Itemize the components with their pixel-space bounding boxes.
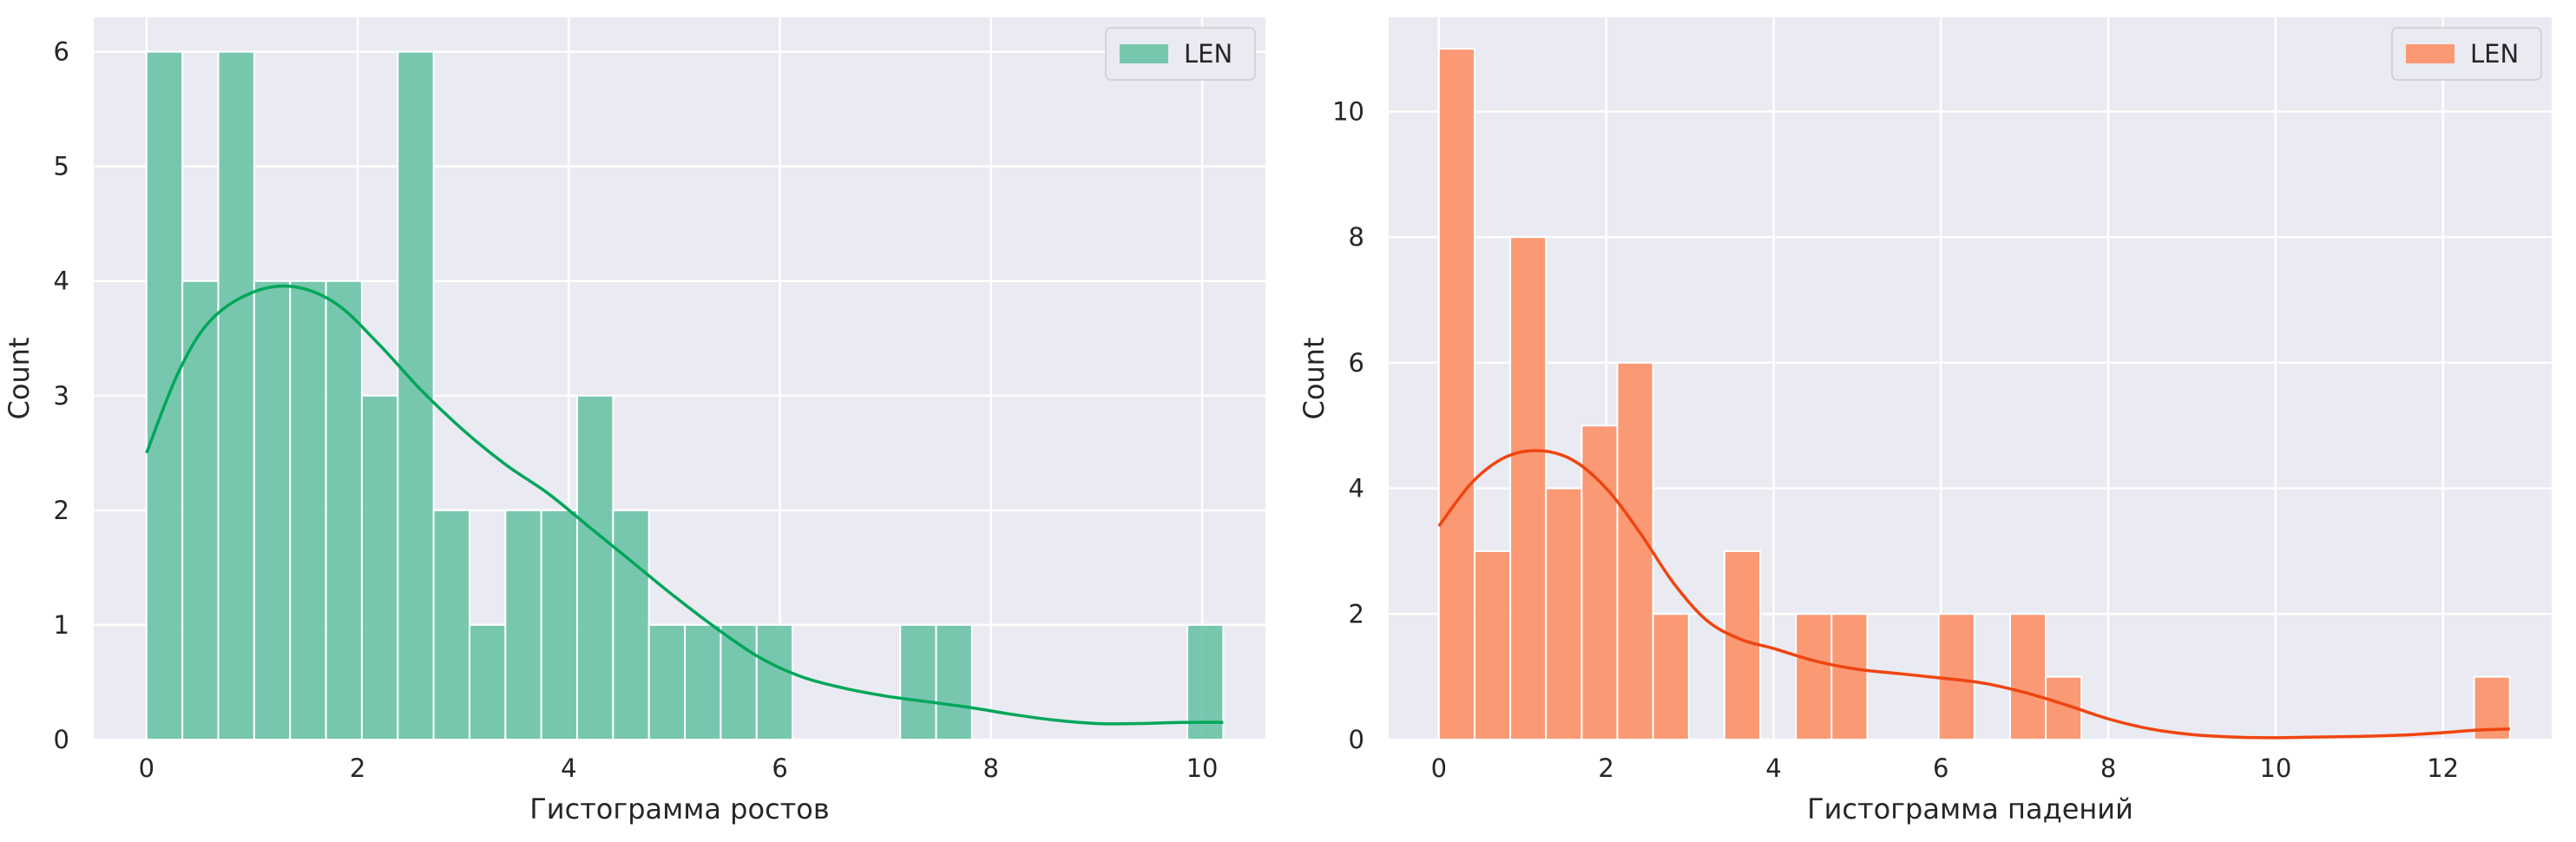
histogram-bar <box>217 50 255 741</box>
legend: LEN <box>2391 27 2542 81</box>
legend-label: LEN <box>1184 39 1232 69</box>
legend-swatch <box>1120 44 1168 63</box>
histogram-bar <box>684 623 722 741</box>
y-tick-label: 0 <box>54 725 69 754</box>
histogram-bar <box>540 509 579 740</box>
x-tick-label: 2 <box>350 753 365 783</box>
histogram-bar <box>181 280 220 740</box>
histogram-falls: 0 2 4 6 8 10 12 0 2 4 6 8 10 Гистограмма падений Count… <box>1298 17 2552 826</box>
histogram-bar <box>1616 361 1654 740</box>
y-tick-label: 3 <box>54 381 69 411</box>
y-tick-label: 10 <box>1332 97 1364 127</box>
legend-swatch <box>2406 44 2454 63</box>
histogram-bar <box>1830 613 1869 740</box>
y-tick-label: 6 <box>1349 348 1364 378</box>
histogram-bar <box>1580 424 1619 740</box>
x-tick-label: 6 <box>772 753 787 783</box>
histogram-bar <box>647 623 687 741</box>
histogram-bar <box>1186 623 1225 741</box>
y-tick-label: 5 <box>54 152 69 181</box>
histogram-bar <box>1937 613 1975 740</box>
legend-label: LEN <box>2470 39 2519 69</box>
histogram-bar <box>325 280 363 740</box>
x-tick-label: 6 <box>1933 753 1948 783</box>
histogram-bar <box>755 623 794 741</box>
x-tick-label: 8 <box>983 753 999 783</box>
x-tick-label: 12 <box>2427 753 2459 783</box>
y-axis-label: Count <box>1298 337 1331 419</box>
x-tick-label: 8 <box>2100 753 2116 783</box>
y-tick-label: 0 <box>1349 725 1364 754</box>
histogram-bar <box>935 623 973 741</box>
histogram-bar <box>1474 549 1512 741</box>
histogram-growth: 0 2 4 6 8 10 0 1 2 3 4 5 6 Гистограмма ростов Count LEN <box>3 17 1265 826</box>
x-tick-label: 10 <box>1186 753 1219 783</box>
y-tick-label: 4 <box>54 266 69 296</box>
histogram-bar <box>899 623 937 741</box>
histogram-bar <box>432 509 470 740</box>
x-tick-label: 2 <box>1598 753 1613 783</box>
x-tick-label: 0 <box>139 753 154 783</box>
x-axis-label: Гистограмма ростов <box>529 793 829 826</box>
histogram-bar <box>1437 48 1476 741</box>
histogram-bar <box>720 623 758 741</box>
y-tick-label: 6 <box>54 37 69 67</box>
x-tick-label: 4 <box>1765 753 1781 783</box>
legend-box <box>1105 27 1256 81</box>
y-tick-label: 2 <box>54 496 69 525</box>
histogram-bar <box>504 509 542 740</box>
histogram-bar <box>468 623 507 741</box>
x-tick-label: 10 <box>2259 753 2291 783</box>
x-tick-label: 4 <box>561 753 576 783</box>
y-tick-label: 8 <box>1349 222 1364 252</box>
y-tick-label: 1 <box>54 610 69 640</box>
histogram-bar <box>612 509 650 740</box>
x-axis-label: Гистограмма падений <box>1807 793 2133 826</box>
histogram-bar <box>145 50 184 741</box>
histogram-bar <box>289 280 327 740</box>
histogram-bar <box>1723 549 1762 741</box>
y-tick-label: 4 <box>1349 474 1364 503</box>
legend-box <box>2391 27 2542 81</box>
kde-curve <box>1437 449 2510 740</box>
y-axis-label: Count <box>3 337 36 419</box>
histogram-bar <box>1795 613 1833 740</box>
histogram-bar <box>2008 613 2047 740</box>
histogram-bar <box>1545 487 1583 740</box>
y-tick-label: 2 <box>1349 599 1364 628</box>
legend: LEN <box>1105 27 1256 81</box>
histogram-bar <box>360 394 399 740</box>
histogram-bar <box>1652 613 1690 740</box>
histogram-bar <box>253 280 292 740</box>
histogram-bar <box>576 394 614 740</box>
x-tick-label: 0 <box>1431 753 1447 783</box>
histogram-bar <box>1509 236 1548 740</box>
kde-curve <box>145 284 1224 726</box>
